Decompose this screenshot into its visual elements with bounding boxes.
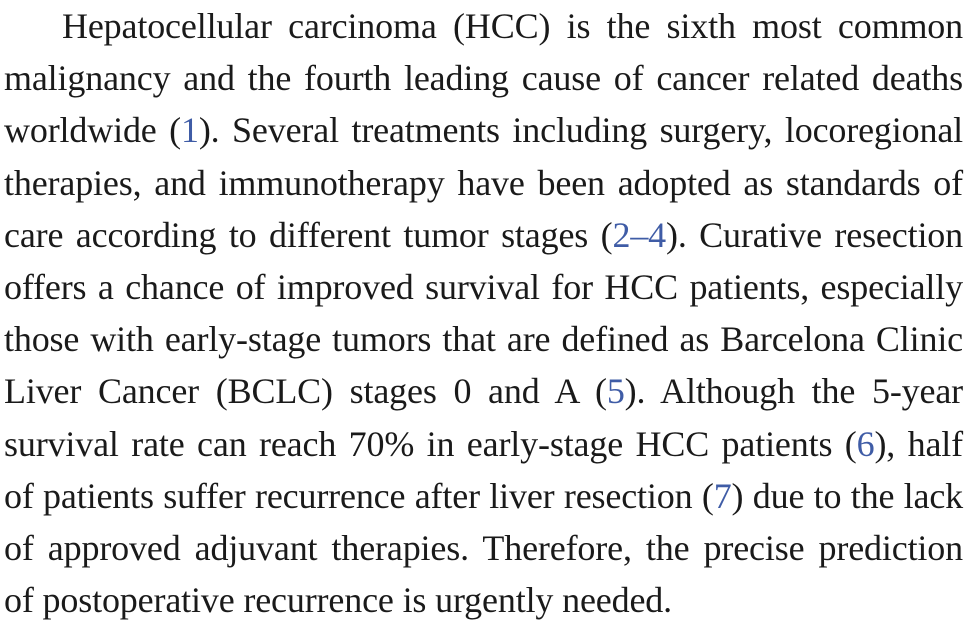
citation-link-1[interactable]: 1 [180,110,199,151]
text-segment: Hepatocellular carcinoma (HCC) is the si… [4,6,963,151]
text-segment: ) due to the lack of approved adjuvant t… [4,475,964,621]
text-segment: ). Curative resection offers a chance of… [4,214,963,412]
citation-link-7[interactable]: 7 [713,475,732,516]
text-segment: ), half of patients suffer recurrence af… [4,423,963,516]
citation-link-5[interactable]: 5 [606,371,625,412]
citation-link-2-4[interactable]: 2–4 [612,214,667,255]
citation-link-6[interactable]: 6 [856,423,875,464]
text-segment: ). Several treatments including surgery,… [4,110,963,255]
text-segment: ). Although the 5-year survival rate can… [4,371,964,464]
body-paragraph: Hepatocellular carcinoma (HCC) is the si… [4,0,963,626]
